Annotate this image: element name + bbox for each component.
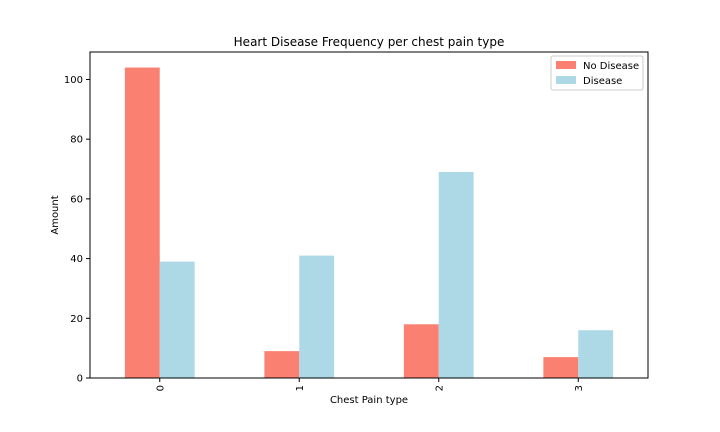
x-tick-label: 3 (574, 385, 585, 391)
y-tick-label: 0 (77, 374, 83, 385)
y-tick-label: 60 (70, 194, 83, 205)
y-tick-label: 80 (70, 135, 83, 146)
bar-disease-1 (299, 255, 335, 378)
chart-title: Heart Disease Frequency per chest pain t… (234, 35, 505, 49)
y-axis-label: Amount (50, 195, 61, 234)
y-tick-label: 20 (70, 314, 83, 325)
y-tick-label: 40 (70, 254, 83, 265)
x-tick-label: 2 (434, 385, 445, 391)
legend-swatch (556, 61, 576, 69)
legend: No Disease Disease (550, 55, 644, 91)
y-axis: 0 20 40 60 80 100 (64, 75, 90, 385)
bar-no-disease-0 (124, 67, 160, 379)
plot-frame (89, 51, 649, 379)
x-axis-label: Chest Pain type (330, 395, 408, 406)
bar-disease-0 (159, 261, 195, 378)
x-tick-label: 1 (295, 385, 306, 391)
y-tick-label: 100 (64, 75, 83, 86)
bar-disease-2 (438, 172, 474, 378)
legend-label: Disease (583, 76, 622, 87)
bar-no-disease-3 (543, 357, 579, 378)
x-tick-label: 0 (155, 385, 166, 391)
legend-label: No Disease (583, 61, 639, 72)
legend-swatch (556, 76, 576, 84)
x-axis: 0 1 2 3 (155, 378, 585, 391)
bar-no-disease-2 (403, 324, 439, 378)
bar-disease-3 (578, 330, 614, 378)
bar-no-disease-1 (264, 351, 300, 378)
bars-group (124, 67, 614, 379)
